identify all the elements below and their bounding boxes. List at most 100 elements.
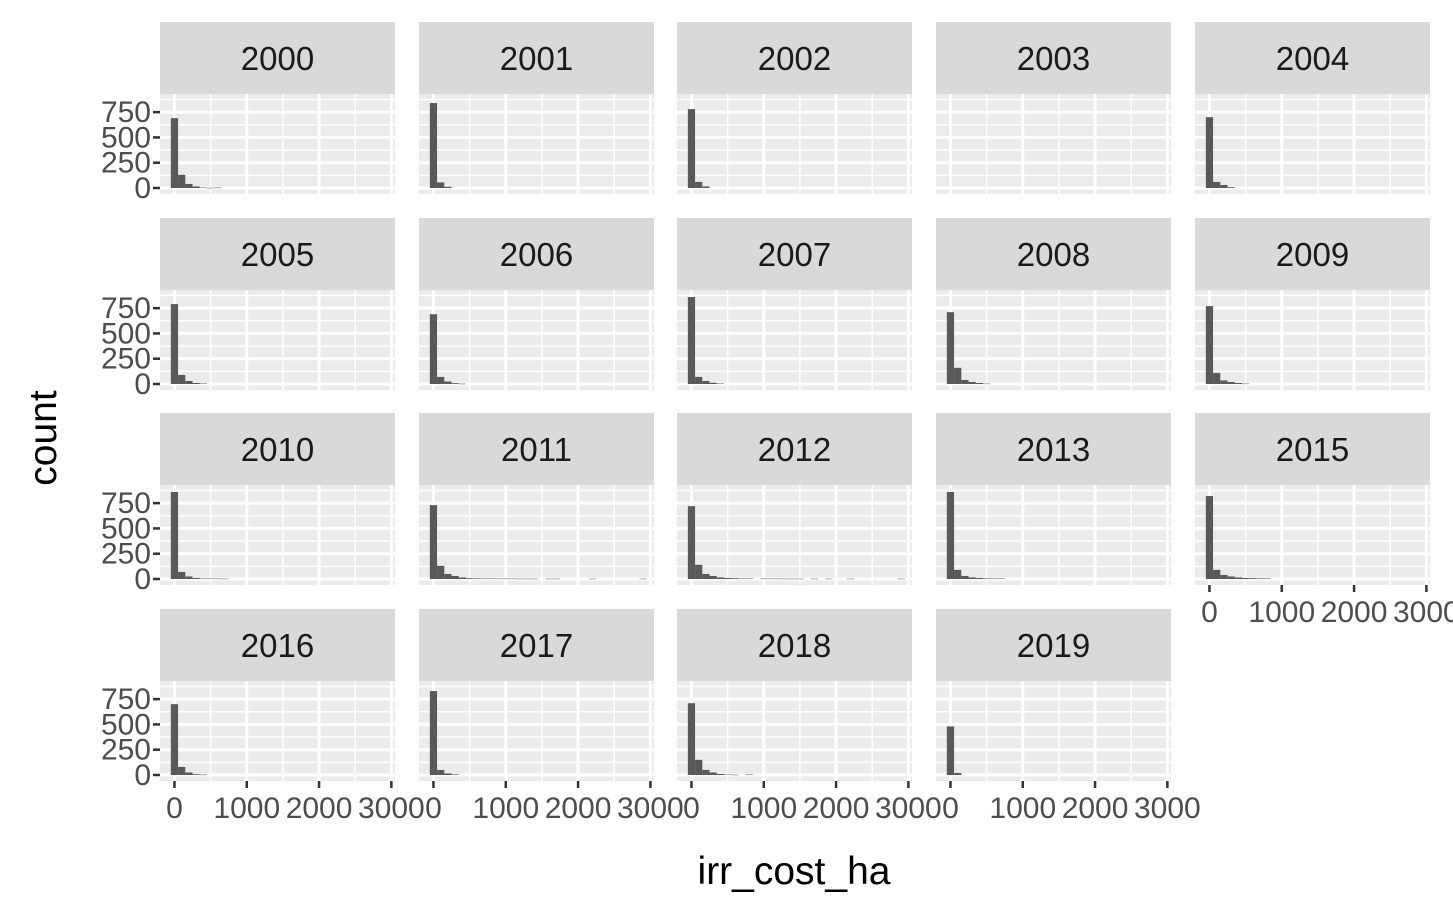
- histogram-bar: [1227, 576, 1235, 579]
- facet-panel-2003: 2003: [936, 22, 1171, 194]
- y-tick-label: 250: [101, 538, 151, 571]
- y-tick-label: 250: [101, 343, 151, 376]
- histogram-bar: [760, 578, 768, 580]
- panel-background: [936, 94, 1171, 194]
- histogram-bar: [983, 383, 991, 385]
- panel-background: [936, 485, 1171, 585]
- histogram-bar: [1249, 578, 1257, 579]
- histogram-bar: [810, 578, 818, 580]
- x-tick-label: 3000: [875, 792, 942, 825]
- histogram-bar: [199, 383, 207, 384]
- x-tick-label: 1000: [1248, 596, 1315, 629]
- histogram-bar: [1205, 117, 1214, 188]
- y-tick-label: 500: [101, 121, 151, 154]
- facet-strip: [936, 218, 1171, 290]
- panel-background: [1195, 290, 1430, 390]
- histogram-bar: [437, 565, 445, 579]
- histogram-bar: [207, 578, 215, 579]
- x-tick-label: 2000: [1062, 792, 1129, 825]
- histogram-bar: [639, 578, 647, 580]
- histogram-bar: [429, 691, 438, 775]
- histogram-bar: [437, 182, 445, 188]
- gridlines: [419, 94, 654, 194]
- facet-strip: [936, 22, 1171, 94]
- panel-background: [419, 290, 654, 390]
- facet-strip-label: 2011: [501, 431, 572, 468]
- histogram-bar: [687, 506, 696, 579]
- histogram-bar: [545, 578, 553, 580]
- facet-panel-2018: 2018 0 1000 2000 3000: [677, 609, 942, 825]
- histogram-bar: [968, 577, 976, 579]
- panel-background: [677, 485, 912, 585]
- histogram-bar: [214, 578, 222, 580]
- histogram-bar: [178, 766, 186, 775]
- histogram-bars: [429, 103, 452, 188]
- x-axis: 0 1000 2000 3000: [1201, 585, 1453, 629]
- facet-strip-label: 2006: [500, 236, 573, 273]
- histogram-bar: [429, 314, 438, 384]
- panel-background: [677, 94, 912, 194]
- x-tick-label: 0: [683, 792, 700, 825]
- histogram-bar: [961, 379, 969, 384]
- histogram-bar: [199, 187, 207, 188]
- histogram-bar: [716, 773, 724, 775]
- histogram-bar: [731, 578, 739, 579]
- panel-background: [1195, 94, 1430, 194]
- histogram-bar: [458, 577, 466, 579]
- x-tick-label: 0: [942, 792, 959, 825]
- x-tick-label: 3000: [1134, 792, 1201, 825]
- histogram-bar: [990, 578, 998, 579]
- panel-background: [160, 681, 395, 781]
- histogram-bar: [687, 703, 696, 775]
- facet-strip-label: 2004: [1276, 40, 1349, 77]
- histogram-bar: [588, 578, 597, 580]
- histogram-bar: [961, 575, 969, 579]
- histogram-bar: [178, 374, 186, 384]
- histogram-bar: [214, 187, 222, 189]
- histogram-bar: [185, 183, 193, 188]
- histogram-bars: [170, 118, 222, 189]
- x-tick-label: 2000: [1321, 596, 1388, 629]
- facet-panel-2015: 2015 0 1000 2000 3000: [1195, 413, 1453, 629]
- histogram-bar: [192, 577, 200, 579]
- histogram-bar: [480, 578, 488, 579]
- histogram-bar: [429, 103, 438, 188]
- facet-strip-label: 2016: [241, 627, 314, 664]
- y-tick-label: 0: [134, 368, 151, 401]
- facet-strip: [677, 609, 912, 681]
- histogram-bar: [702, 573, 710, 579]
- histogram-bars: [170, 492, 229, 580]
- y-tick-label: 500: [101, 512, 151, 545]
- histogram-bar: [437, 769, 445, 775]
- facet-strip-label: 2005: [241, 236, 314, 273]
- histogram-bar: [954, 569, 962, 579]
- histogram-bar: [185, 380, 193, 384]
- histogram-bar: [1242, 383, 1250, 385]
- histogram-bar: [745, 578, 753, 579]
- facet-panel-2001: 2001: [419, 22, 654, 194]
- facet-strip-label: 2002: [758, 40, 831, 77]
- x-axis-title: irr_cost_ha: [698, 850, 891, 893]
- histogram-bar: [1220, 184, 1228, 188]
- panel-background: [677, 290, 912, 390]
- histogram-bar: [702, 380, 710, 384]
- histogram-bar: [1213, 181, 1221, 188]
- panel-background: [419, 681, 654, 781]
- histogram-bar: [170, 118, 179, 188]
- histogram-bar: [1263, 578, 1271, 579]
- histogram-bar: [954, 367, 962, 384]
- facet-strip-label: 2012: [758, 431, 831, 468]
- histogram-bar: [796, 578, 804, 580]
- y-tick-label: 0: [134, 563, 151, 596]
- histogram-bar: [781, 578, 790, 580]
- panel-background: [160, 290, 395, 390]
- y-axis-title: count: [22, 390, 65, 486]
- histogram-bar: [531, 578, 539, 580]
- panel-background: [419, 485, 654, 585]
- histogram-bar: [724, 774, 732, 775]
- panel-background: [936, 290, 1171, 390]
- histogram-bar: [502, 578, 510, 580]
